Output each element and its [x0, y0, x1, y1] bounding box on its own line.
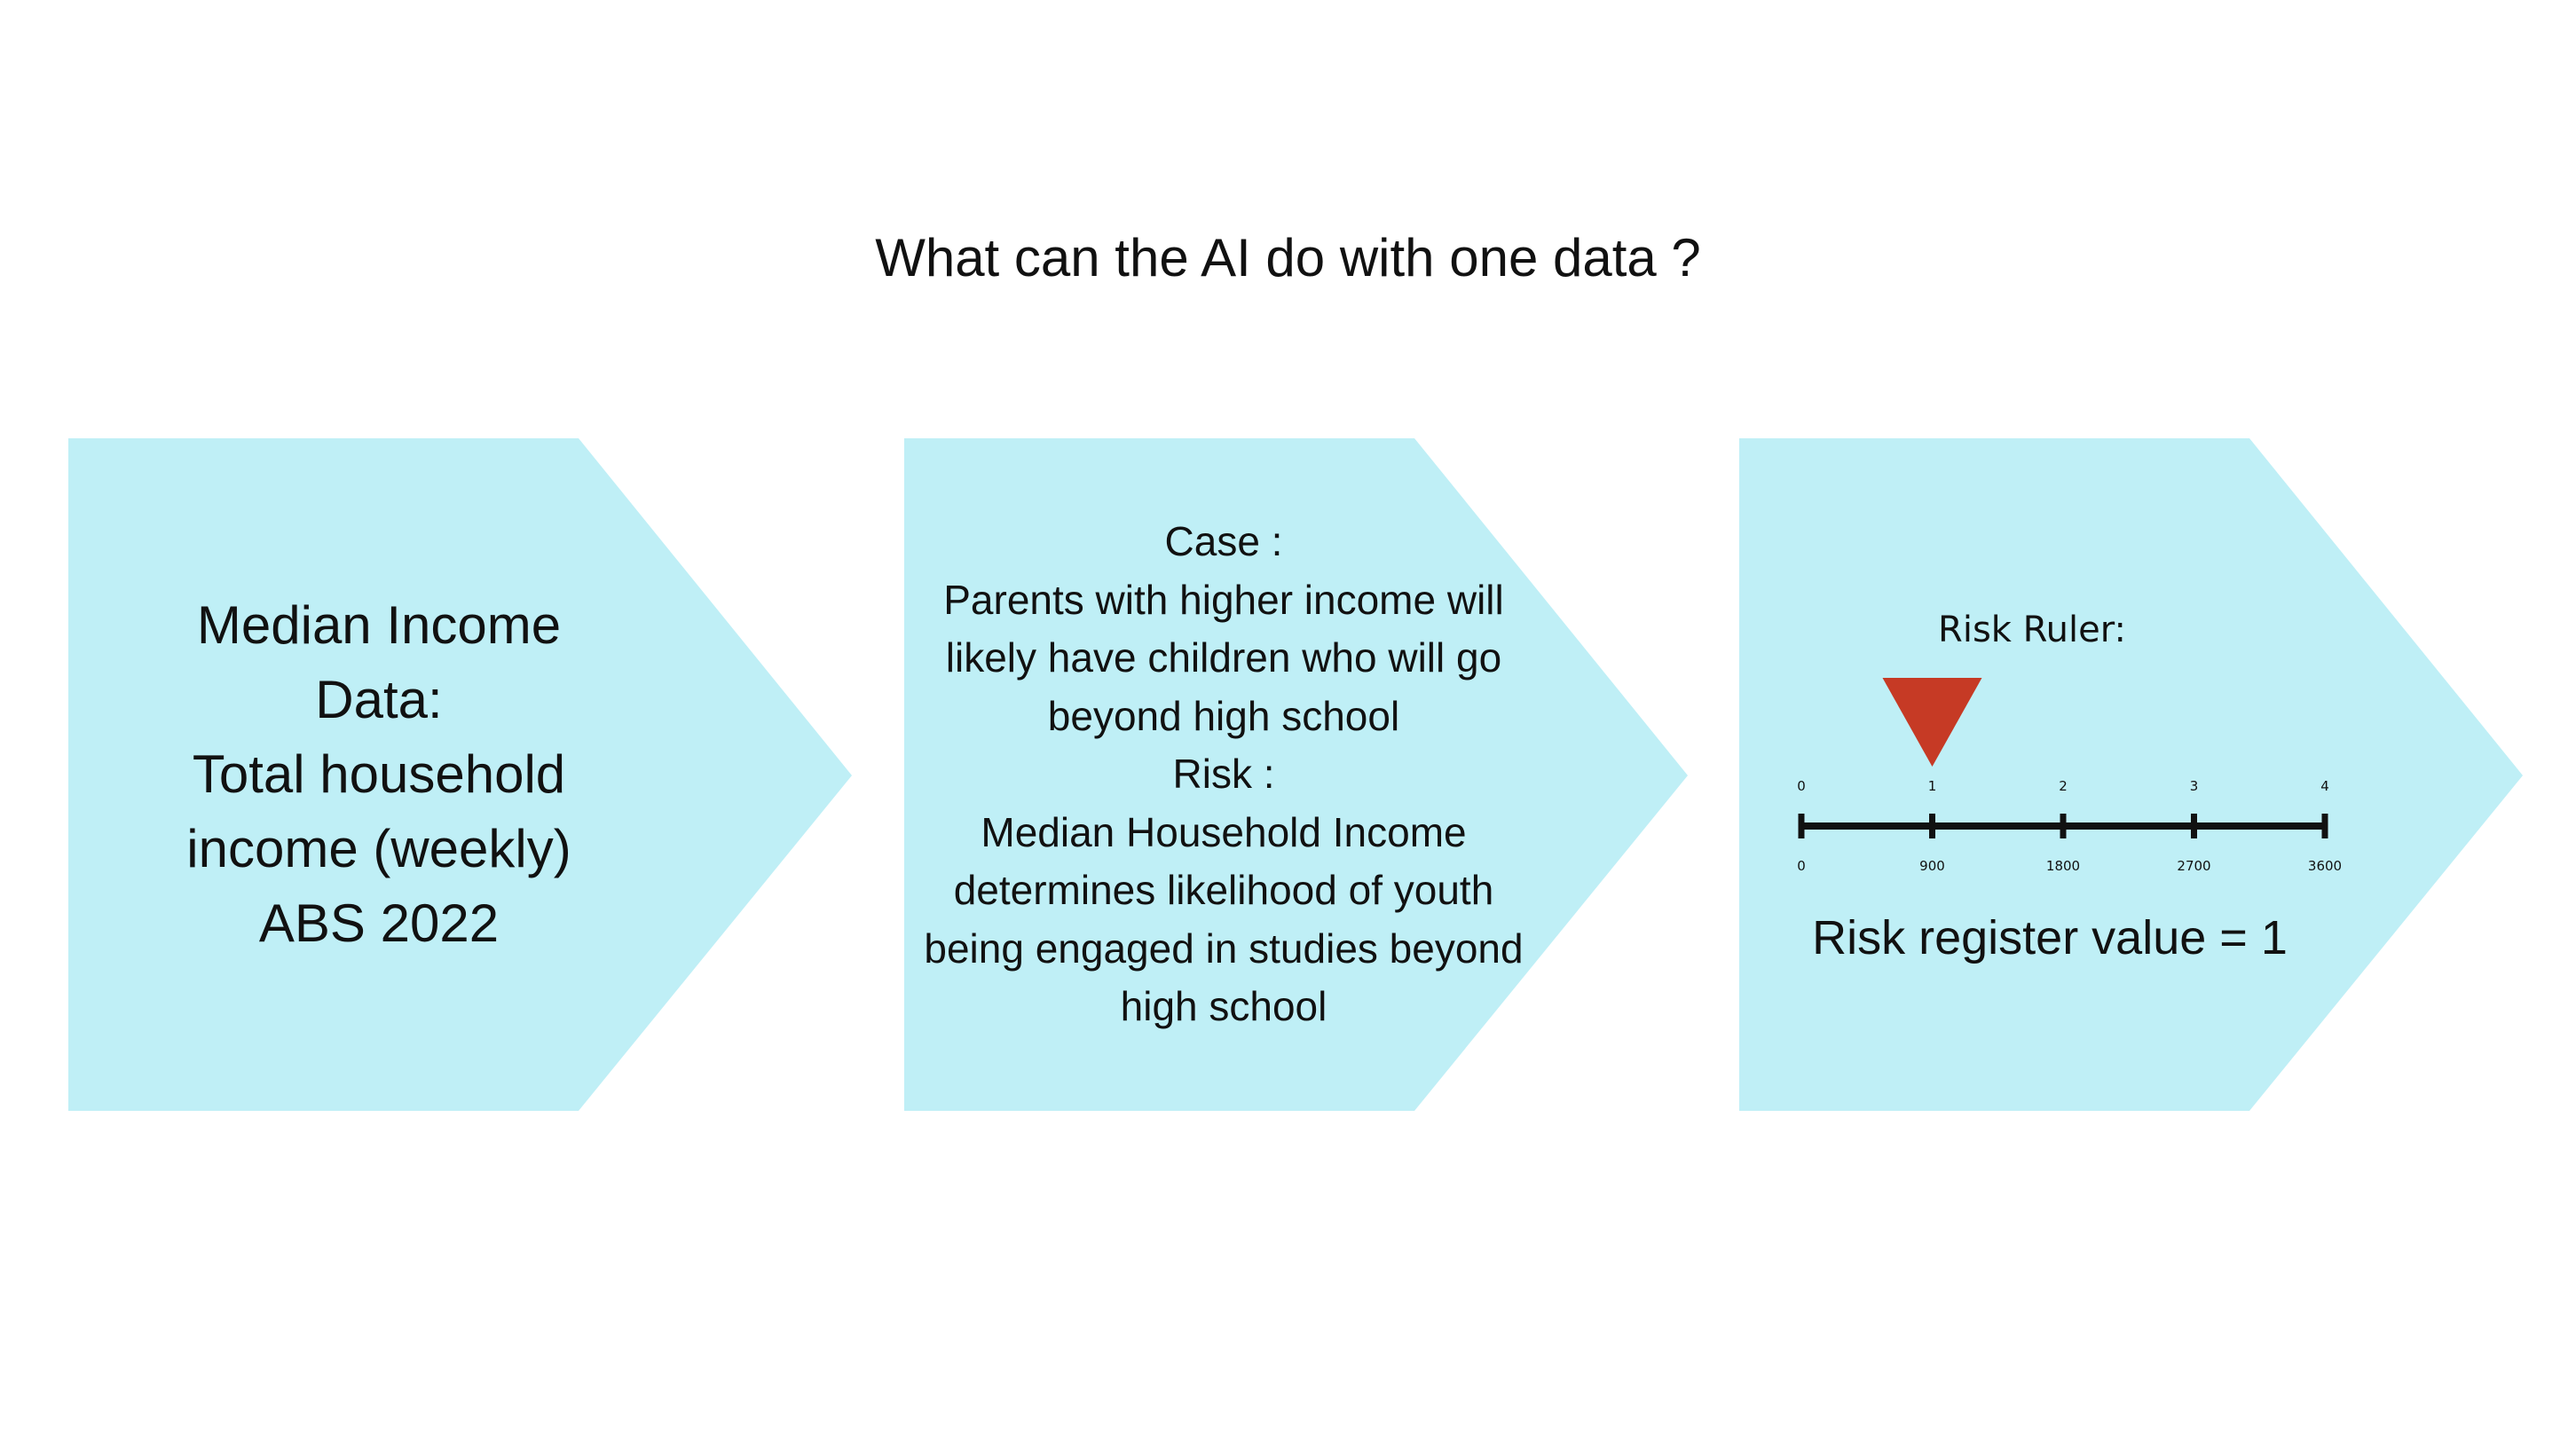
risk-level-label: 3 [2190, 778, 2199, 794]
ruler-title: Risk Ruler: [1938, 610, 2126, 650]
case-risk-text: Case : Parents with higher income will l… [904, 438, 1543, 1111]
income-value-label: 900 [1919, 858, 1945, 874]
income-value-label: 3600 [2308, 858, 2342, 874]
risk-marker-icon [1882, 678, 1982, 767]
panel1-line: Median Income [196, 595, 562, 655]
chevron-fill [1739, 438, 2523, 1111]
chevron-fill [68, 438, 852, 1111]
chevron-shape-3 [1739, 438, 2523, 1111]
median-income-chevron: Median Income Data: Total household inco… [68, 438, 852, 1111]
panel1-line: Total household [192, 744, 566, 804]
risk-line: high school [1120, 983, 1327, 1030]
risk-level-label: 0 [1797, 778, 1806, 794]
risk-ruler-chevron: Risk Ruler: 0 0 1 900 2 1800 3 2700 4 3600 Risk r… [1739, 438, 2523, 1111]
risk-line: being engaged in studies beyond [924, 925, 1524, 972]
income-value-label: 0 [1797, 858, 1806, 874]
chevron-shape-1 [68, 438, 852, 1111]
chevron-fill [904, 438, 1688, 1111]
risk-line: determines likelihood of youth [953, 867, 1494, 914]
risk-label: Risk : [1172, 751, 1275, 798]
case-line: beyond high school [1047, 692, 1400, 739]
risk-ruler: 0 0 1 900 2 1800 3 2700 4 3600 [1797, 678, 2342, 874]
median-income-text: Median Income Data: Total household inco… [148, 438, 610, 1111]
risk-line: Median Household Income [981, 808, 1467, 855]
case-line: likely have children who will go [945, 634, 1502, 681]
page-title: What can the AI do with one data ? [875, 228, 1701, 287]
case-risk-chevron: Case : Parents with higher income will l… [904, 438, 1688, 1111]
risk-level-label: 4 [2320, 778, 2329, 794]
panel1-line: ABS 2022 [258, 893, 500, 953]
income-value-label: 2700 [2177, 858, 2210, 874]
case-line: Parents with higher income will [943, 576, 1504, 623]
panel1-line: income (weekly) [186, 819, 571, 878]
chevron-shape-2 [904, 438, 1688, 1111]
risk-level-label: 2 [2059, 778, 2068, 794]
risk-level-label: 1 [1928, 778, 1937, 794]
risk-register-value: Risk register value = 1 [1812, 911, 2288, 964]
income-value-label: 1800 [2046, 858, 2080, 874]
panel1-line: Data: [315, 670, 443, 729]
case-label: Case : [1164, 518, 1283, 565]
